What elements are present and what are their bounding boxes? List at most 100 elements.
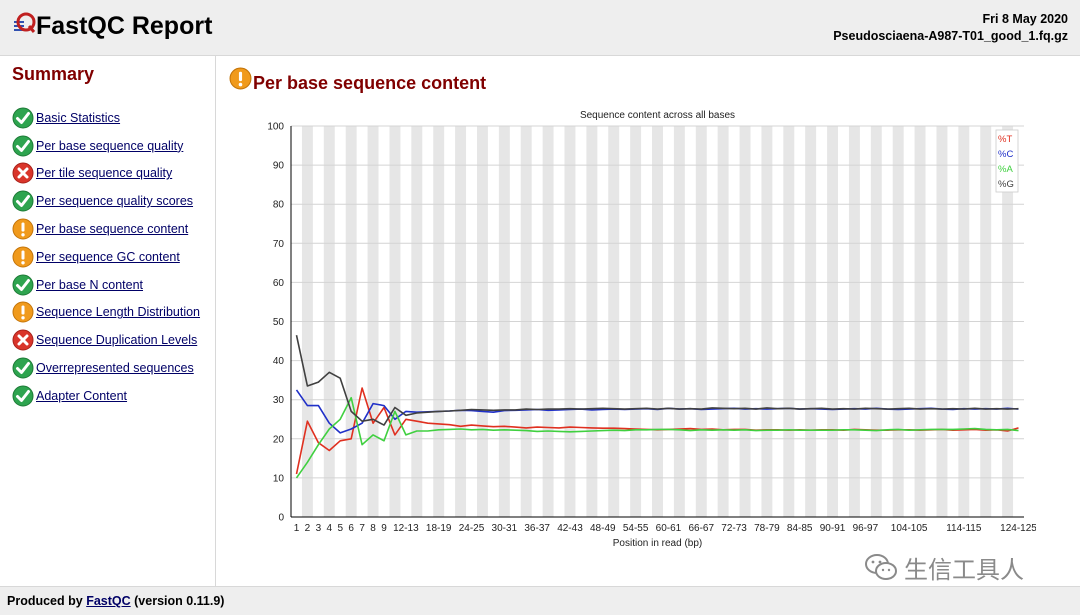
summary-link[interactable]: Basic Statistics xyxy=(36,110,121,125)
summary-item[interactable]: Adapter Content xyxy=(12,382,200,410)
wechat-icon xyxy=(865,554,897,580)
x-tick-label: 18-19 xyxy=(426,523,452,534)
x-tick-label: 60-61 xyxy=(656,523,682,534)
fail-icon xyxy=(12,329,34,351)
summary-item[interactable]: Per base sequence content xyxy=(12,215,200,243)
pass-icon xyxy=(12,385,34,407)
x-tick-label: 84-85 xyxy=(787,523,813,534)
fastqc-logo-icon xyxy=(14,12,36,33)
x-tick-label: 104-105 xyxy=(891,523,928,534)
x-tick-label: 48-49 xyxy=(590,523,616,534)
x-tick-label: 72-73 xyxy=(721,523,747,534)
warn-icon xyxy=(229,67,252,90)
series-line xyxy=(295,396,1019,479)
summary-item[interactable]: Per base N content xyxy=(12,271,200,299)
legend-box xyxy=(995,129,1019,193)
legend-entry: %C xyxy=(998,149,1013,160)
x-tick-label: 6 xyxy=(348,523,354,534)
x-tick-label: 12-13 xyxy=(393,523,419,534)
warn-icon xyxy=(12,301,34,323)
y-tick-label: 30 xyxy=(273,395,285,406)
chart-title: Sequence content across all bases xyxy=(580,110,735,121)
x-tick-label: 96-97 xyxy=(853,523,879,534)
y-tick-label: 100 xyxy=(267,122,284,133)
y-tick-label: 90 xyxy=(273,161,285,172)
series-line xyxy=(295,335,1019,426)
y-tick-label: 20 xyxy=(273,434,285,445)
x-tick-label: 30-31 xyxy=(492,523,518,534)
watermark-text: 生信工具人 xyxy=(904,556,1024,584)
x-tick-label: 114-115 xyxy=(946,523,982,534)
warn-icon xyxy=(12,218,34,240)
x-tick-label: 1 xyxy=(294,523,300,534)
pass-icon xyxy=(12,107,34,129)
x-tick-label: 124-125 xyxy=(1000,523,1036,534)
warn-icon xyxy=(12,246,34,268)
app-title: FastQC Report xyxy=(36,12,213,40)
x-tick-label: 4 xyxy=(327,523,333,534)
legend-entry: %T xyxy=(998,134,1012,145)
x-tick-label: 7 xyxy=(359,523,365,534)
x-tick-label: 66-67 xyxy=(688,523,714,534)
summary-item[interactable]: Per tile sequence quality xyxy=(12,160,200,188)
summary-item[interactable]: Overrepresented sequences xyxy=(12,354,200,382)
x-tick-label: 42-43 xyxy=(557,523,583,534)
section-title: Per base sequence content xyxy=(253,73,487,93)
y-tick-label: 40 xyxy=(273,356,285,367)
pass-icon xyxy=(12,274,34,296)
y-tick-label: 50 xyxy=(273,317,285,328)
summary-title: Summary xyxy=(12,64,95,84)
summary-link[interactable]: Overrepresented sequences xyxy=(36,361,194,376)
footer-prefix: Produced by xyxy=(7,594,83,608)
x-tick-label: 90-91 xyxy=(820,523,846,534)
summary-link[interactable]: Per sequence GC content xyxy=(36,249,180,264)
report-date: Fri 8 May 2020 xyxy=(982,12,1068,26)
x-tick-label: 5 xyxy=(337,523,343,534)
summary-link[interactable]: Per tile sequence quality xyxy=(36,166,173,181)
y-tick-label: 60 xyxy=(273,278,285,289)
footer-text: Produced by FastQC (version 0.11.9) xyxy=(7,594,224,608)
pass-icon xyxy=(12,135,34,157)
y-tick-label: 80 xyxy=(273,200,285,211)
x-tick-label: 8 xyxy=(370,523,376,534)
main-content: Per base sequence content 0 10 20 30 40 50 60 7… xyxy=(216,56,1080,586)
watermark: 生信工具人 xyxy=(864,550,1024,584)
legend-entry: %G xyxy=(998,179,1014,190)
summary-item[interactable]: Sequence Length Distribution xyxy=(12,299,200,327)
summary-link[interactable]: Per base N content xyxy=(36,277,144,292)
x-tick-label: 78-79 xyxy=(754,523,780,534)
summary-link[interactable]: Per base sequence quality xyxy=(36,138,184,153)
summary-link[interactable]: Per base sequence content xyxy=(36,222,189,237)
summary-item[interactable]: Sequence Duplication Levels xyxy=(12,326,200,354)
summary-link[interactable]: Adapter Content xyxy=(36,388,128,403)
summary-nav: Basic Statistics Per base sequence qualit… xyxy=(12,104,200,410)
pass-icon xyxy=(12,190,34,212)
report-header: FastQC Report Fri 8 May 2020 Pseudosciae… xyxy=(0,0,1080,56)
summary-item[interactable]: Basic Statistics xyxy=(12,104,200,132)
x-tick-label: 54-55 xyxy=(623,523,649,534)
y-tick-label: 70 xyxy=(273,239,285,250)
sequence-content-chart: 0 10 20 30 40 50 60 70 80 90 100 1 2 3 4 5 6 7 8 9 12-13 18-1… xyxy=(267,110,1036,549)
x-tick-label: 9 xyxy=(381,523,387,534)
summary-item[interactable]: Per sequence GC content xyxy=(12,243,200,271)
x-tick-label: 36-37 xyxy=(524,523,550,534)
legend-entry: %A xyxy=(998,164,1013,175)
x-tick-label: 2 xyxy=(305,523,311,534)
summary-sidebar: Summary Basic Statistics Per base sequenc… xyxy=(0,56,216,586)
report-filename: Pseudosciaena-A987-T01_good_1.fq.gz xyxy=(833,29,1068,43)
y-tick-label: 10 xyxy=(273,473,285,484)
x-tick-label: 3 xyxy=(316,523,322,534)
y-tick-label: 0 xyxy=(278,513,284,524)
x-tick-label: 24-25 xyxy=(459,523,485,534)
footer-version: (version 0.11.9) xyxy=(134,594,225,608)
pass-icon xyxy=(12,357,34,379)
fail-icon xyxy=(12,162,34,184)
summary-item[interactable]: Per base sequence quality xyxy=(12,132,200,160)
report-footer: Produced by FastQC (version 0.11.9) xyxy=(0,586,1080,615)
summary-link[interactable]: Sequence Length Distribution xyxy=(36,305,201,320)
fastqc-link[interactable]: FastQC xyxy=(86,594,131,608)
summary-link[interactable]: Per sequence quality scores xyxy=(36,194,194,209)
summary-item[interactable]: Per sequence quality scores xyxy=(12,187,200,215)
summary-link[interactable]: Sequence Duplication Levels xyxy=(36,333,198,348)
x-axis-label: Position in read (bp) xyxy=(613,538,703,549)
